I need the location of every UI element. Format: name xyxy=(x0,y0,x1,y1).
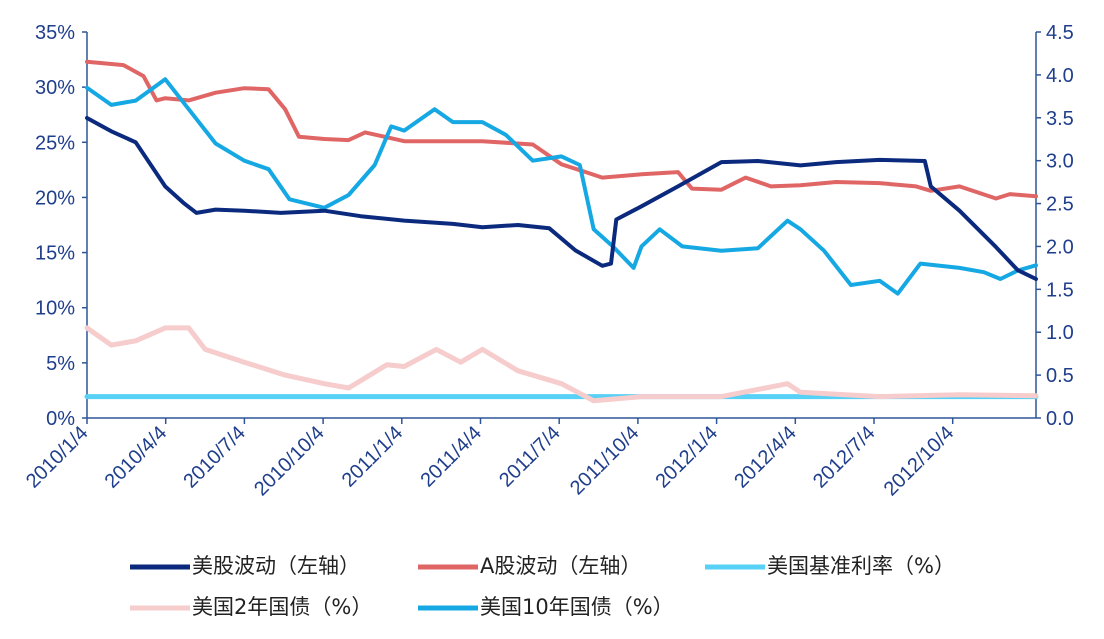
y-left-tick-label: 10% xyxy=(35,298,75,320)
x-tick-label: 2010/1/4 xyxy=(22,422,93,493)
y-right-tick-label: 3.0 xyxy=(1046,151,1074,173)
y-left-tick-label: 20% xyxy=(35,187,75,209)
y-right-tick-label: 3.5 xyxy=(1046,108,1074,130)
x-tick-label: 2012/10/4 xyxy=(880,422,958,500)
x-tick-label: 2010/4/4 xyxy=(101,422,172,493)
x-tick-label: 2011/7/4 xyxy=(495,422,565,492)
series-lines xyxy=(84,59,1039,404)
series-line-us10y xyxy=(85,77,1038,296)
axes: 0% 5% 10% 15% 20% 25% 30% 35% 0.0 0.5 1.0 1.5 2.0 2.5… xyxy=(22,22,1074,500)
y-right-tick-label: 1.5 xyxy=(1046,279,1074,301)
x-tick-label: 2010/10/4 xyxy=(250,422,328,500)
series-line-us-vol xyxy=(85,116,1038,281)
legend: 美股波动（左轴） A股波动（左轴） 美国基准利率（%） 美国2年国债（%） 美国10年国… xyxy=(130,554,955,619)
series-line-us2y xyxy=(84,325,1039,404)
y-right-tick-label: 0.5 xyxy=(1046,365,1074,387)
legend-label: 美国10年国债（%） xyxy=(480,595,674,619)
x-tick-label: 2010/7/4 xyxy=(179,422,250,493)
y-left-tick-label: 30% xyxy=(35,77,75,99)
y-left-tick-label: 25% xyxy=(35,132,75,154)
legend-label: 美国基准利率（%） xyxy=(767,554,955,578)
x-tick-label: 2012/1/4 xyxy=(652,422,723,493)
x-tick-label: 2011/1/4 xyxy=(338,422,408,492)
y-left-tick-label: 0% xyxy=(46,408,75,430)
y-left-tick-label: 35% xyxy=(35,22,75,44)
legend-label: 美国2年国债（%） xyxy=(192,595,372,619)
y-right-tick-label: 2.0 xyxy=(1046,236,1074,258)
y-left-tick-label: 5% xyxy=(46,353,75,375)
x-tick-label: 2012/7/4 xyxy=(809,422,880,493)
legend-label: 美股波动（左轴） xyxy=(192,554,360,578)
y-left-tick-label: 15% xyxy=(35,243,75,265)
y-right-tick-label: 1.0 xyxy=(1046,322,1074,344)
y-right-tick-label: 4.5 xyxy=(1046,22,1074,44)
series-line-a-vol xyxy=(85,59,1038,201)
x-tick-label: 2011/4/4 xyxy=(416,422,486,492)
y-right-tick-label: 4.0 xyxy=(1046,65,1074,87)
x-tick-label: 2011/10/4 xyxy=(566,422,643,499)
legend-label: A股波动（左轴） xyxy=(480,554,641,578)
y-right-tick-label: 2.5 xyxy=(1046,194,1074,216)
y-right-tick-label: 0.0 xyxy=(1046,408,1074,430)
x-tick-label: 2012/4/4 xyxy=(730,422,801,493)
